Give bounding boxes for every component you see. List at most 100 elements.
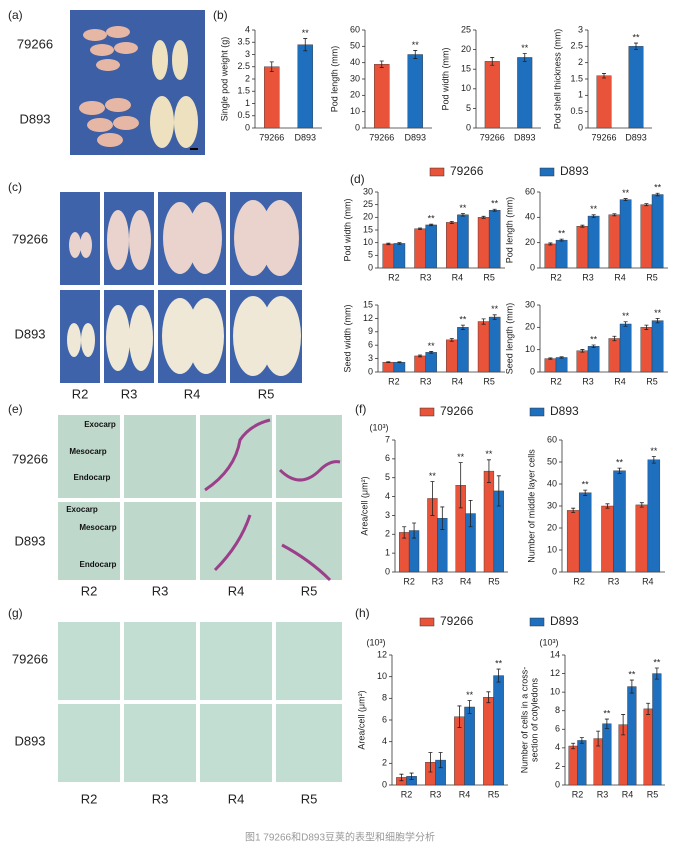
y-tick-label: 1	[385, 548, 390, 558]
y-tick-label: 25	[461, 24, 471, 34]
bar	[264, 66, 280, 129]
error-bar	[409, 772, 414, 780]
error-bar	[460, 213, 465, 217]
row-label: D893	[14, 326, 45, 341]
y-unit: (10³)	[369, 422, 388, 432]
x-tick-label: R5	[488, 576, 500, 586]
error-bar	[460, 324, 465, 330]
bar	[446, 222, 458, 269]
bar	[568, 745, 578, 786]
y-tick-label: 0	[368, 262, 373, 272]
y-tick-label: 10	[525, 344, 535, 354]
error-bar	[655, 192, 660, 197]
error-bar	[467, 700, 472, 714]
bar	[425, 224, 437, 269]
error-bar	[651, 456, 656, 464]
bar	[640, 204, 653, 269]
y-tick-label: 20	[547, 522, 557, 532]
bar	[297, 44, 313, 129]
bar	[414, 355, 426, 373]
peanut-seeds	[79, 26, 139, 147]
x-tick-label: R2	[388, 376, 400, 386]
row-label: 79266	[12, 451, 48, 466]
y-tick-label: 0	[530, 262, 535, 272]
x-tick-label: R4	[642, 576, 654, 586]
bar	[446, 339, 458, 373]
significance: **	[457, 452, 465, 462]
legend-label: 79266	[440, 404, 474, 418]
legend-label: D893	[560, 164, 589, 178]
y-tick-label: 20	[363, 212, 373, 222]
error-bar	[634, 42, 638, 50]
x-tick-label: R5	[483, 272, 495, 282]
x-tick-label: 79266	[259, 132, 284, 142]
y-tick-label: 4	[555, 742, 560, 752]
bar	[488, 316, 501, 373]
bar	[628, 46, 644, 129]
bar	[587, 346, 600, 373]
y-tick-label: 3	[385, 510, 390, 520]
error-bar	[644, 203, 649, 207]
error-bar	[430, 481, 435, 516]
legend-swatch	[419, 407, 435, 417]
bar	[587, 215, 600, 269]
significance: **	[632, 32, 640, 42]
col-label: R2	[81, 583, 98, 598]
x-tick-label: R5	[647, 789, 659, 799]
y-axis-label: section of cotyledons	[529, 677, 539, 762]
error-bar	[644, 324, 649, 330]
x-tick-label: R5	[483, 376, 495, 386]
error-bar	[429, 351, 434, 354]
y-axis-label: Area/cell (μm²)	[359, 476, 369, 535]
y-tick-label: 5	[385, 472, 390, 482]
error-bar	[583, 489, 588, 496]
error-bar	[379, 60, 384, 68]
legend-swatch	[529, 617, 545, 627]
error-bar	[438, 752, 443, 769]
error-bar	[623, 321, 628, 327]
bar	[414, 228, 426, 269]
y-tick-label: 15	[461, 64, 471, 74]
bar	[635, 504, 649, 573]
bar	[577, 740, 587, 786]
y-tick-label: 0	[355, 122, 360, 132]
error-bar	[655, 318, 660, 324]
y-tick-label: 12	[377, 649, 387, 659]
error-bar	[496, 475, 501, 507]
y-tick-label: 0	[368, 366, 373, 376]
error-bar	[412, 522, 417, 539]
bar	[488, 210, 501, 269]
col-label: R4	[228, 583, 245, 598]
y-tick-label: 20	[350, 90, 360, 100]
tissue-label: Mesocarp	[69, 447, 106, 456]
error-bar	[571, 742, 576, 750]
tissue-label: Exocarp	[84, 420, 116, 429]
x-tick-label: D893	[625, 132, 647, 142]
y-tick-label: 2	[578, 57, 583, 67]
error-bar	[604, 718, 609, 729]
panel-label: (c)	[8, 180, 22, 194]
x-tick-label: R2	[550, 272, 562, 282]
significance: **	[622, 188, 630, 198]
y-tick-label: 30	[525, 299, 535, 309]
significance: **	[428, 341, 436, 351]
y-tick-label: 2	[245, 73, 250, 83]
error-bar	[591, 344, 596, 349]
significance: **	[590, 334, 598, 344]
legend-label: 79266	[450, 164, 484, 178]
bar	[640, 327, 653, 373]
y-tick-label: 12	[363, 313, 373, 323]
col-label: R2	[81, 791, 98, 806]
y-unit: (10³)	[539, 637, 558, 647]
y-tick-label: 4	[382, 736, 387, 746]
x-tick-label: R5	[646, 376, 658, 386]
y-tick-label: 20	[525, 322, 535, 332]
error-bar	[602, 73, 606, 79]
x-tick-label: R5	[646, 272, 658, 282]
y-tick-label: 2	[385, 529, 390, 539]
bar	[477, 217, 490, 269]
y-tick-label: 30	[547, 500, 557, 510]
bar	[601, 505, 614, 573]
y-axis-label: Pod length (mm)	[329, 46, 339, 113]
y-tick-label: 12	[550, 668, 560, 678]
